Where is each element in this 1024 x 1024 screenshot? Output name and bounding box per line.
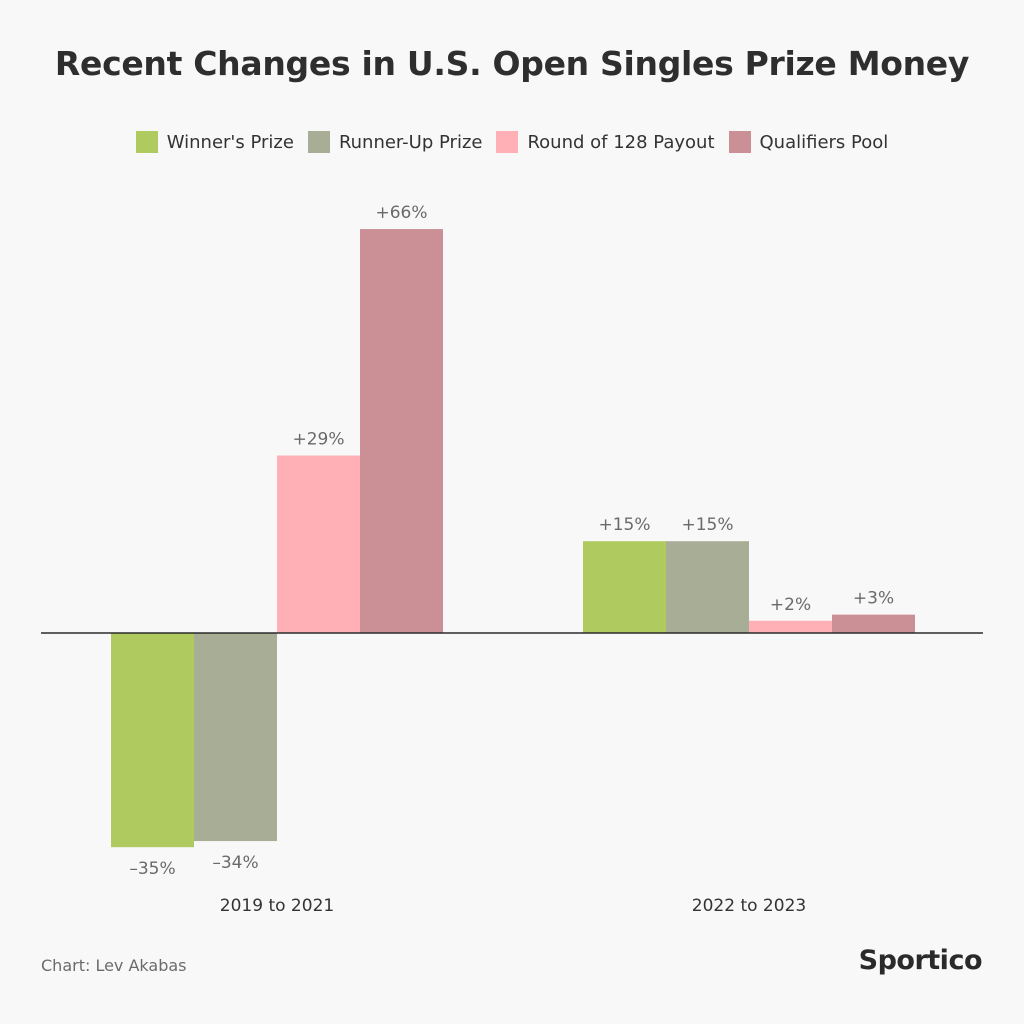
data-label: +66%	[375, 203, 427, 223]
data-label: +15%	[598, 515, 650, 535]
brand-logo: Sportico	[858, 945, 983, 976]
legend-item-runner-up-prize: Runner-Up Prize	[307, 131, 483, 153]
legend-label: Qualifiers Pool	[759, 131, 889, 153]
legend: Winner's Prize Runner-Up Prize Round of …	[0, 131, 1024, 153]
legend-swatch	[135, 131, 158, 153]
legend-item-round-of-128-payout: Round of 128 Payout	[496, 131, 715, 153]
bar-winner-s-prize-1	[583, 541, 666, 633]
chart-title: Recent Changes in U.S. Open Singles Priz…	[54, 44, 970, 83]
category-label: 2019 to 2021	[220, 896, 334, 916]
legend-label: Runner-Up Prize	[338, 131, 483, 153]
bar-winner-s-prize-0	[111, 633, 194, 848]
legend-swatch	[307, 131, 330, 153]
legend-label: Round of 128 Payout	[527, 131, 715, 153]
data-label: +2%	[770, 595, 811, 615]
bar-runner-up-prize-0	[194, 633, 277, 842]
chart-credit: Chart: Lev Akabas	[41, 956, 187, 975]
bar-qualifiers-pool-1	[832, 614, 915, 633]
legend-swatch	[728, 131, 751, 153]
data-label: –35%	[129, 859, 175, 879]
legend-label: Winner's Prize	[166, 131, 294, 153]
bar-qualifiers-pool-0	[360, 229, 443, 633]
legend-item-winners-prize: Winner's Prize	[135, 131, 294, 153]
data-label: +15%	[681, 515, 733, 535]
data-label: +3%	[853, 589, 894, 609]
legend-item-qualifiers-pool: Qualifiers Pool	[728, 131, 889, 153]
bar-runner-up-prize-1	[666, 541, 749, 633]
bar-round-of-128-payout-1	[749, 620, 832, 633]
category-label: 2022 to 2023	[692, 896, 806, 916]
legend-swatch	[496, 131, 519, 153]
bar-round-of-128-payout-0	[277, 455, 360, 633]
data-label: +29%	[292, 430, 344, 450]
data-label: –34%	[212, 853, 258, 873]
